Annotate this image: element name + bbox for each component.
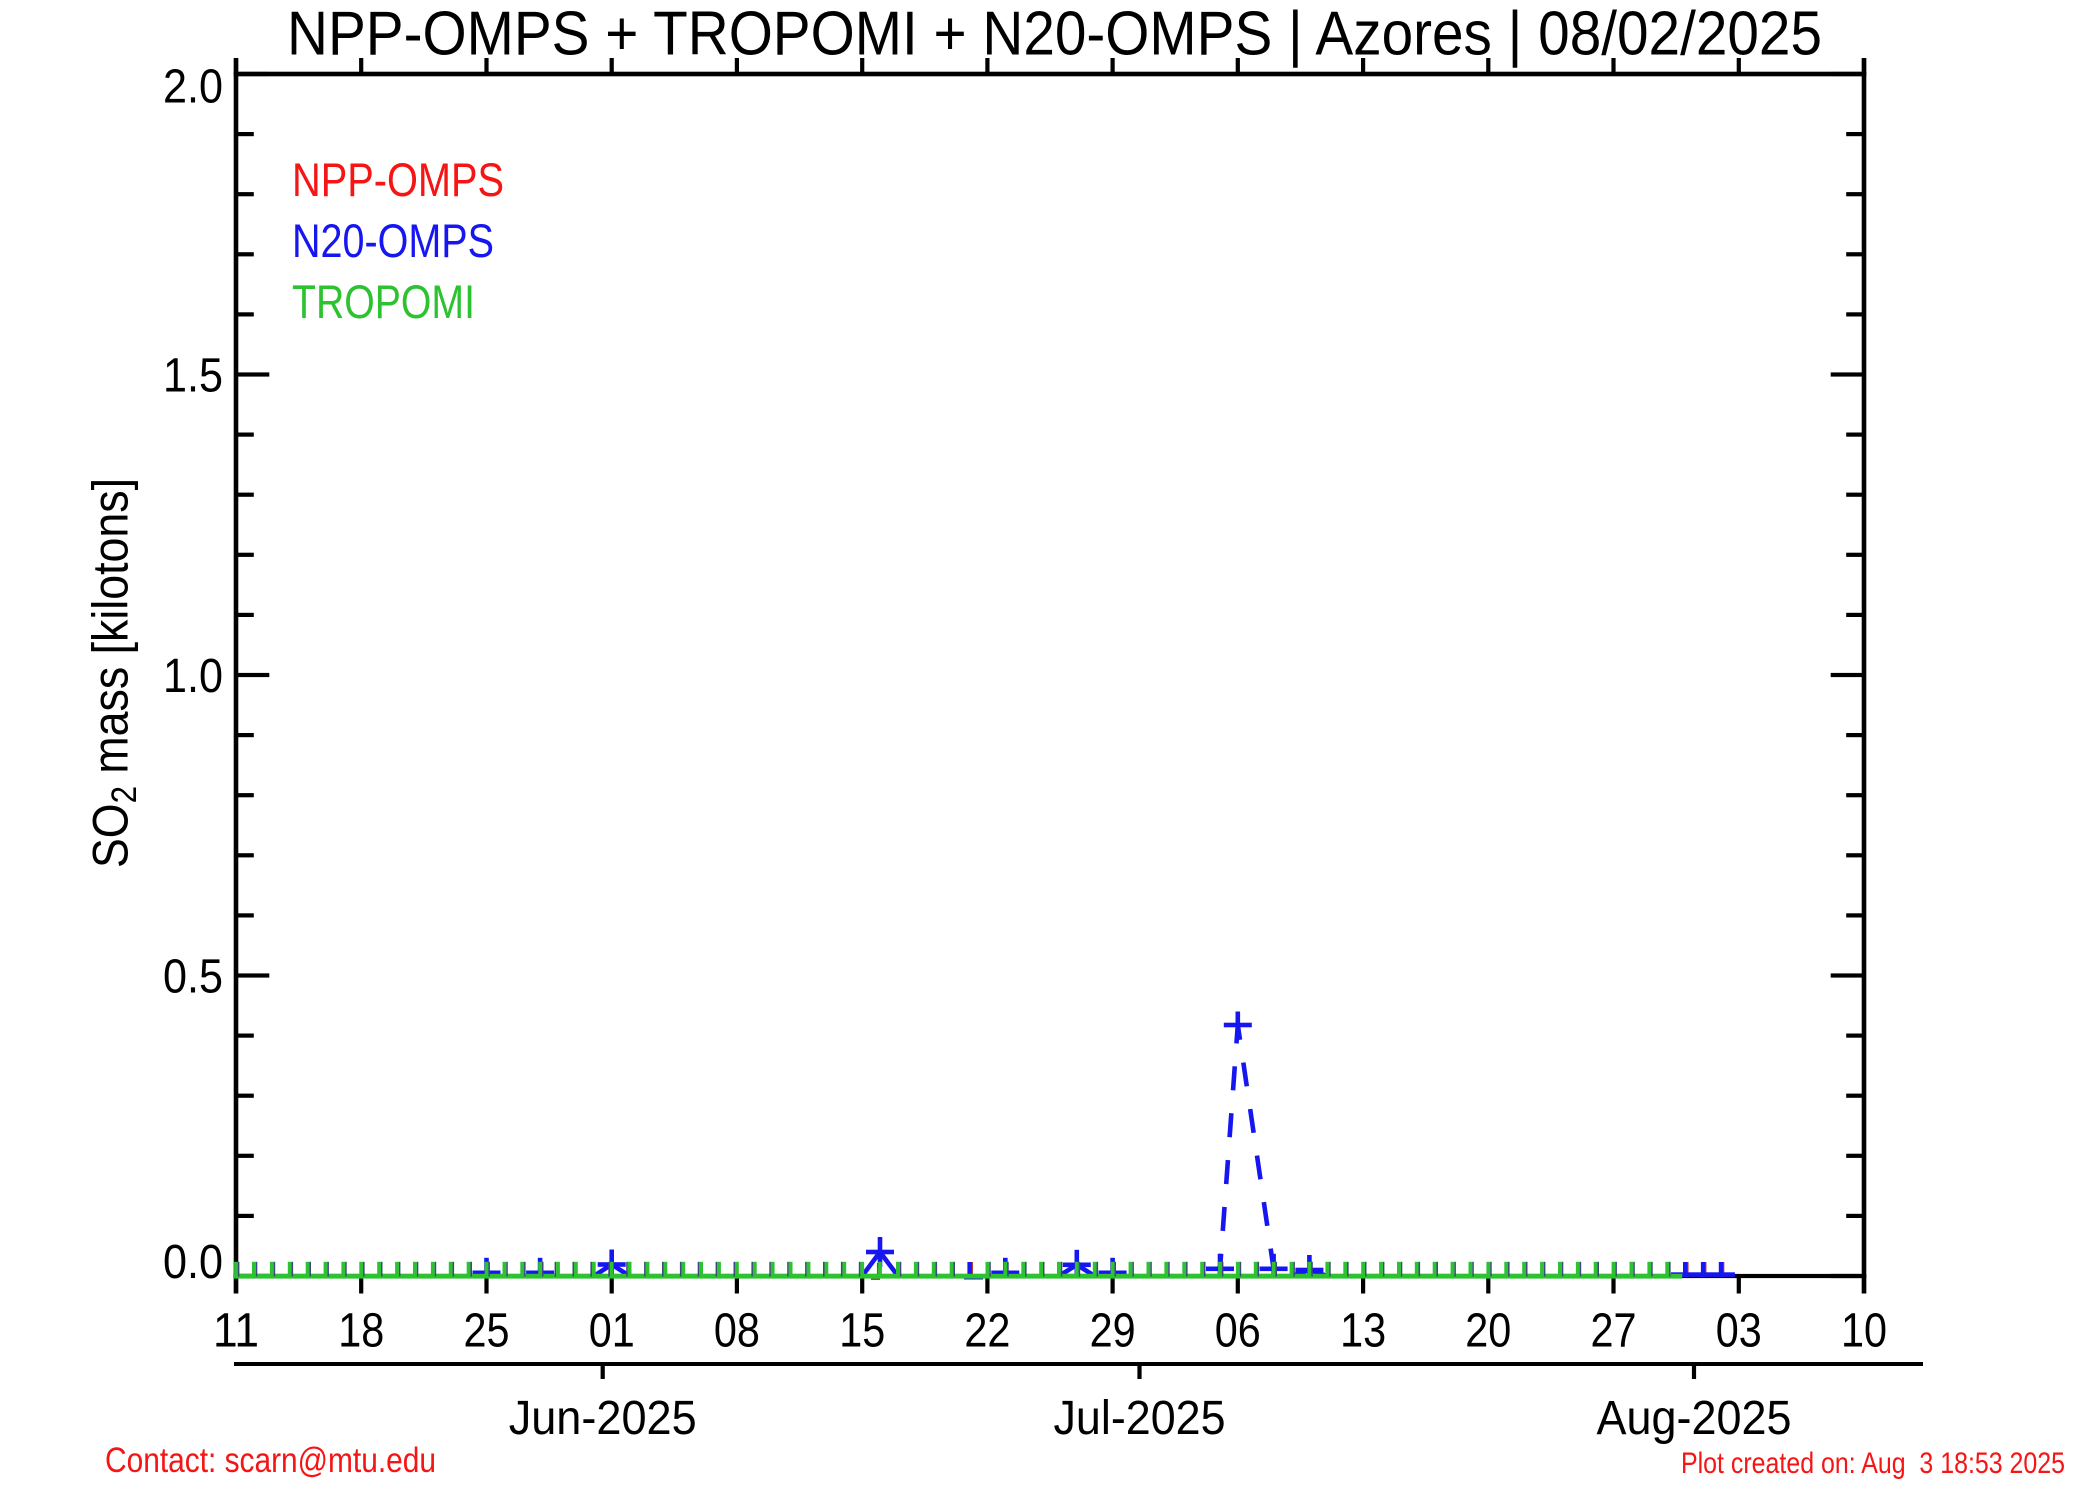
svg-text:Aug-2025: Aug-2025 (1597, 1392, 1792, 1445)
svg-text:2.0: 2.0 (163, 61, 223, 114)
svg-text:15: 15 (839, 1305, 885, 1358)
svg-text:Contact: scarn@mtu.edu: Contact: scarn@mtu.edu (105, 1441, 436, 1480)
svg-text:06: 06 (1215, 1305, 1261, 1358)
svg-text:25: 25 (464, 1305, 510, 1358)
svg-text:1.0: 1.0 (163, 650, 223, 703)
svg-text:01: 01 (589, 1305, 635, 1358)
svg-text:TROPOMI: TROPOMI (292, 275, 475, 328)
svg-text:NPP-OMPS + TROPOMI + N20-OMPS: NPP-OMPS + TROPOMI + N20-OMPS | Azores |… (287, 0, 1822, 69)
svg-text:0.5: 0.5 (163, 950, 223, 1003)
svg-text:NPP-OMPS: NPP-OMPS (292, 153, 504, 206)
svg-text:27: 27 (1591, 1305, 1637, 1358)
svg-text:08: 08 (714, 1305, 760, 1358)
svg-text:Jul-2025: Jul-2025 (1054, 1392, 1226, 1445)
svg-text:10: 10 (1841, 1305, 1887, 1358)
svg-text:22: 22 (964, 1305, 1010, 1358)
svg-text:11: 11 (213, 1305, 259, 1358)
svg-text:Jun-2025: Jun-2025 (509, 1392, 697, 1445)
svg-text:18: 18 (338, 1305, 384, 1358)
svg-text:SO2 mass [kilotons]: SO2 mass [kilotons] (83, 478, 145, 868)
svg-text:Plot created on: Aug 3 18:53: Plot created on: Aug 3 18:53 2025 (1681, 1447, 2065, 1480)
svg-text:13: 13 (1340, 1305, 1386, 1358)
svg-text:1.5: 1.5 (163, 349, 223, 402)
svg-text:29: 29 (1090, 1305, 1136, 1358)
svg-text:20: 20 (1465, 1305, 1511, 1358)
svg-text:N20-OMPS: N20-OMPS (292, 214, 494, 267)
svg-text:03: 03 (1716, 1305, 1762, 1358)
svg-text:0.0: 0.0 (163, 1236, 223, 1289)
